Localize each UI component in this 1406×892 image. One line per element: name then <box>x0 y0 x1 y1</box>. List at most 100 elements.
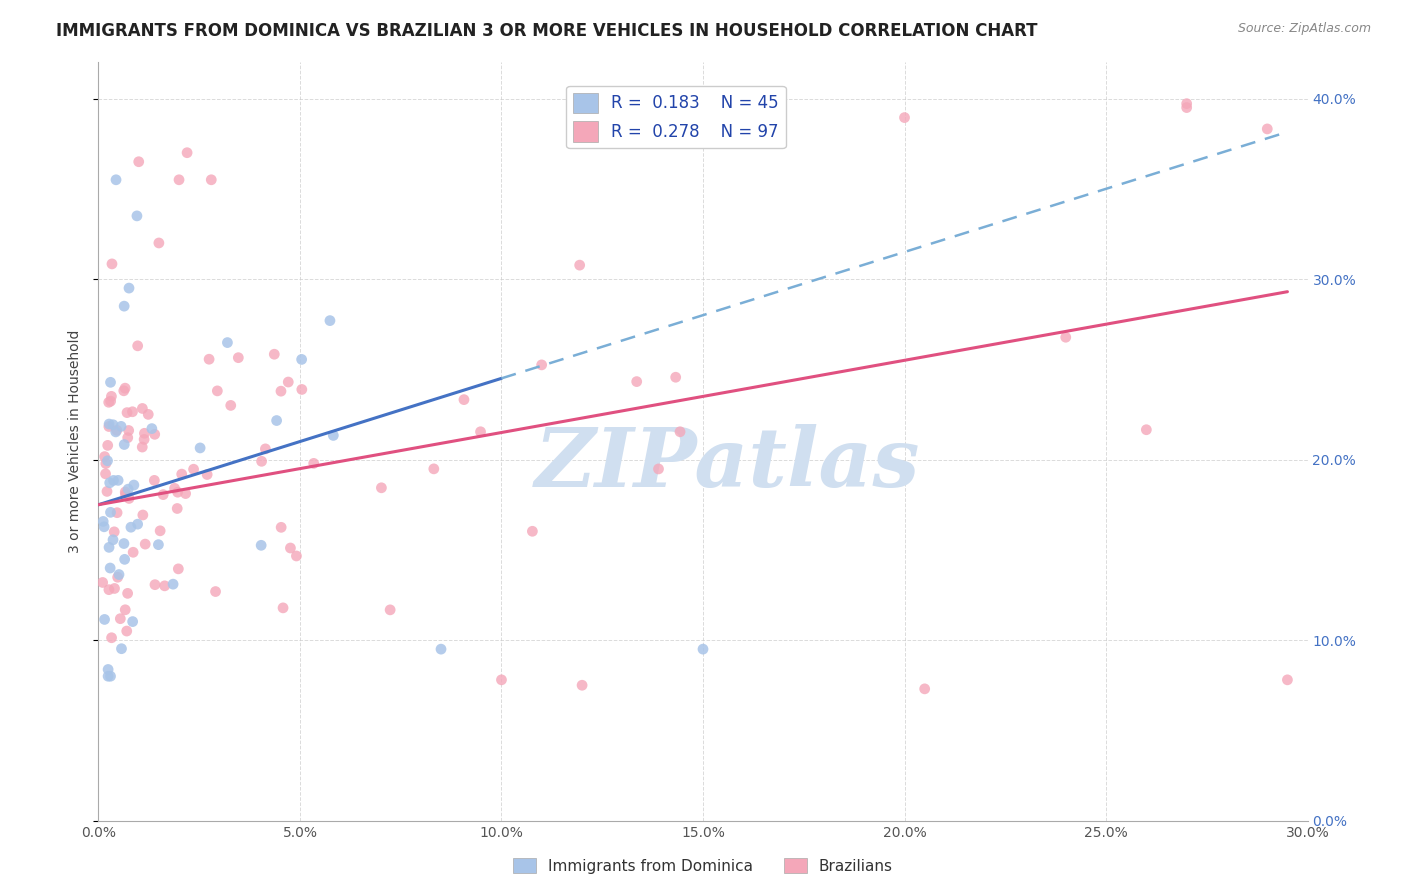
Point <box>100 394 122 409</box>
Point <box>112 536 135 550</box>
Point <box>183 462 205 476</box>
Point <box>93 450 115 464</box>
Point <box>128 154 150 169</box>
Point <box>100 389 122 403</box>
Point <box>103 582 125 596</box>
Point <box>148 235 170 250</box>
Point <box>131 440 153 454</box>
Point <box>1175 96 1198 111</box>
Point <box>105 423 128 437</box>
Point <box>271 600 294 615</box>
Point <box>166 485 188 500</box>
Point <box>174 486 197 500</box>
Point <box>370 481 392 495</box>
Text: IMMIGRANTS FROM DOMINICA VS BRAZILIAN 3 OR MORE VEHICLES IN HOUSEHOLD CORRELATIO: IMMIGRANTS FROM DOMINICA VS BRAZILIAN 3 … <box>56 22 1038 40</box>
Point <box>94 467 117 481</box>
Point <box>100 631 122 645</box>
Point <box>107 474 129 488</box>
Point <box>110 419 132 434</box>
Point <box>122 478 145 492</box>
Point <box>98 475 121 490</box>
Point <box>166 501 188 516</box>
Point <box>97 663 120 677</box>
Point <box>491 673 513 687</box>
Point <box>149 524 172 538</box>
Point <box>378 603 401 617</box>
Point <box>114 603 136 617</box>
Point <box>93 612 115 626</box>
Point <box>277 375 299 389</box>
Point <box>103 474 125 488</box>
Point <box>125 209 148 223</box>
Point <box>163 481 186 495</box>
Point <box>103 524 125 539</box>
Point <box>97 395 120 409</box>
Point <box>107 570 129 584</box>
Point <box>105 173 128 187</box>
Point <box>665 370 688 384</box>
Point <box>530 358 553 372</box>
Point <box>266 413 288 427</box>
Point <box>127 517 149 532</box>
Point <box>143 577 166 591</box>
Point <box>153 579 176 593</box>
Point <box>204 584 226 599</box>
Point <box>132 508 155 522</box>
Point <box>302 456 325 470</box>
Point <box>195 467 218 482</box>
Point <box>100 505 122 519</box>
Point <box>93 520 115 534</box>
Point <box>453 392 475 407</box>
Point <box>97 669 120 683</box>
Point <box>121 615 143 629</box>
Point <box>98 561 121 575</box>
Point <box>91 515 114 529</box>
Point <box>118 424 141 438</box>
Point <box>152 487 174 501</box>
Point <box>108 567 131 582</box>
Point <box>141 421 163 435</box>
Point <box>280 541 302 555</box>
Text: ZIPatlas: ZIPatlas <box>534 425 920 504</box>
Point <box>219 399 242 413</box>
Point <box>118 281 141 295</box>
Legend: Immigrants from Dominica, Brazilians: Immigrants from Dominica, Brazilians <box>508 852 898 880</box>
Point <box>98 417 121 431</box>
Point <box>263 347 285 361</box>
Point <box>692 642 714 657</box>
Point <box>96 454 118 468</box>
Point <box>112 437 135 451</box>
Point <box>97 438 120 452</box>
Point <box>170 467 193 482</box>
Point <box>568 258 591 272</box>
Point <box>118 491 141 506</box>
Point <box>291 383 314 397</box>
Point <box>914 681 936 696</box>
Point <box>669 425 692 439</box>
Point <box>1135 423 1157 437</box>
Point <box>470 425 492 439</box>
Point <box>100 376 122 390</box>
Point <box>162 577 184 591</box>
Point <box>143 427 166 442</box>
Point <box>322 428 344 442</box>
Point <box>110 641 132 656</box>
Point <box>319 313 342 327</box>
Point <box>112 299 135 313</box>
Point <box>122 545 145 559</box>
Point <box>254 442 277 456</box>
Point <box>198 352 221 367</box>
Point <box>134 433 156 447</box>
Point <box>101 533 124 547</box>
Point <box>117 431 139 445</box>
Legend: R =  0.183    N = 45, R =  0.278    N = 97: R = 0.183 N = 45, R = 0.278 N = 97 <box>567 86 786 148</box>
Point <box>1256 122 1278 136</box>
Point <box>207 384 229 398</box>
Point <box>217 335 239 350</box>
Point <box>1277 673 1299 687</box>
Point <box>167 562 190 576</box>
Point <box>647 462 669 476</box>
Point <box>270 384 292 399</box>
Point <box>110 612 132 626</box>
Point <box>167 173 190 187</box>
